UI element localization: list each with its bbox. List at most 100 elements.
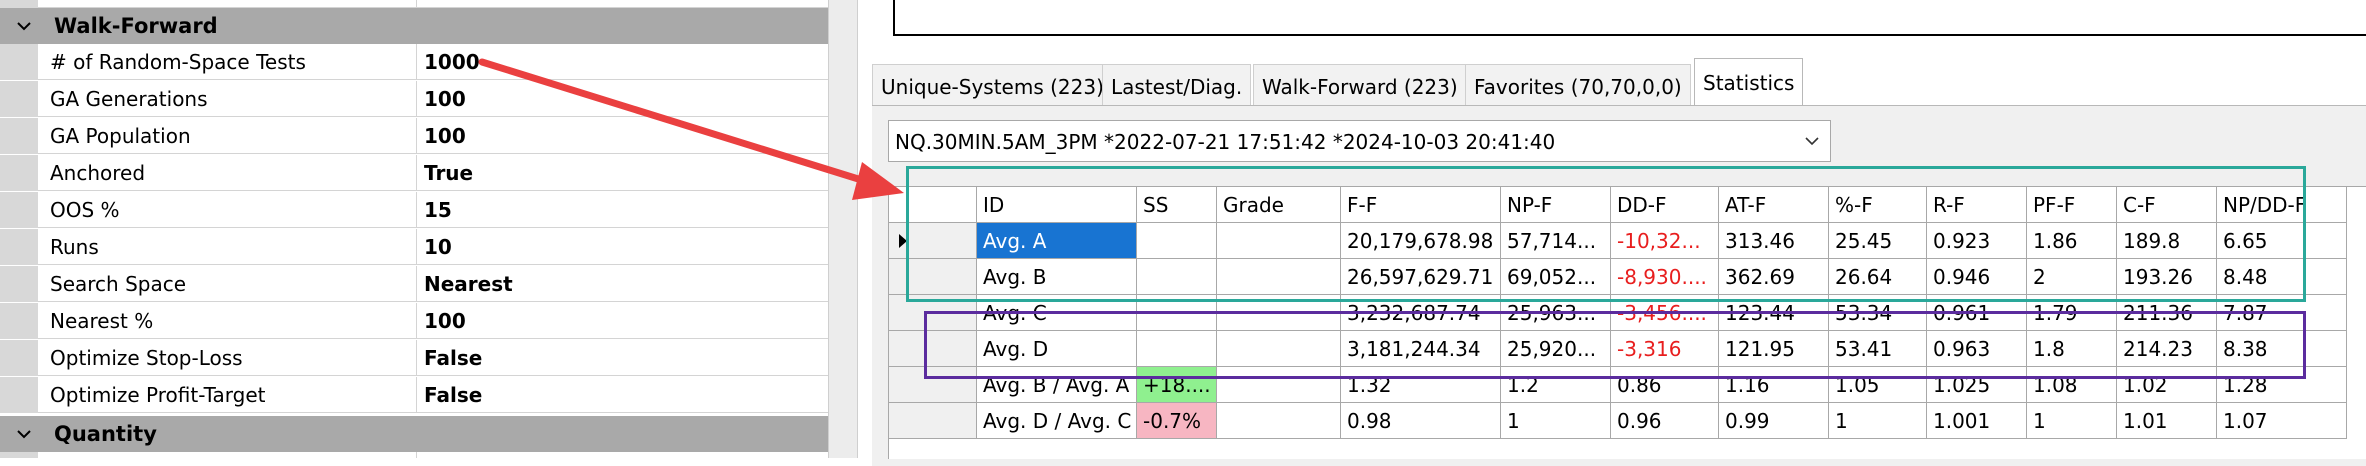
- table-cell[interactable]: Avg. B / Avg. A: [977, 367, 1137, 403]
- splitter[interactable]: [828, 0, 858, 458]
- group-header-walk-forward[interactable]: Walk-Forward: [0, 8, 828, 44]
- tab-lastest-diag[interactable]: Lastest/Diag.: [1102, 64, 1252, 106]
- table-cell[interactable]: 1.28: [2217, 367, 2347, 403]
- table-cell[interactable]: 3,232,687.74: [1341, 295, 1501, 331]
- table-cell[interactable]: 189.8: [2117, 223, 2217, 259]
- column-header[interactable]: R-F: [1927, 187, 2027, 223]
- table-cell[interactable]: 0.963: [1927, 331, 2027, 367]
- property-value[interactable]: 100: [424, 309, 466, 333]
- property-value[interactable]: Nearest: [424, 272, 513, 296]
- column-header[interactable]: F-F: [1341, 187, 1501, 223]
- table-cell[interactable]: [1217, 259, 1341, 295]
- property-value[interactable]: False: [424, 383, 483, 407]
- table-cell[interactable]: [1217, 295, 1341, 331]
- table-cell[interactable]: 69,052...: [1501, 259, 1611, 295]
- column-header[interactable]: C-F: [2117, 187, 2217, 223]
- property-row[interactable]: Anchored True: [0, 155, 828, 191]
- table-cell[interactable]: Avg. C: [977, 295, 1137, 331]
- table-cell[interactable]: 1.2: [1501, 367, 1611, 403]
- column-header[interactable]: ID: [977, 187, 1137, 223]
- table-cell[interactable]: 362.69: [1719, 259, 1829, 295]
- table-cell[interactable]: 25,920...: [1501, 331, 1611, 367]
- column-header[interactable]: DD-F: [1611, 187, 1719, 223]
- property-value[interactable]: True: [424, 161, 474, 185]
- column-header[interactable]: PF-F: [2027, 187, 2117, 223]
- table-cell[interactable]: 1.79: [2027, 295, 2117, 331]
- row-header[interactable]: [889, 223, 977, 259]
- table-cell[interactable]: [1137, 331, 1217, 367]
- table-cell[interactable]: [1137, 295, 1217, 331]
- table-cell[interactable]: [1217, 331, 1341, 367]
- table-cell[interactable]: 123.44: [1719, 295, 1829, 331]
- table-cell[interactable]: 214.23: [2117, 331, 2217, 367]
- table-cell[interactable]: 26,597,629.71: [1341, 259, 1501, 295]
- table-cell[interactable]: -10,32...: [1611, 223, 1719, 259]
- group-header-quantity[interactable]: Quantity: [0, 416, 828, 452]
- table-cell[interactable]: 1.32: [1341, 367, 1501, 403]
- table-cell[interactable]: 0.99: [1719, 403, 1829, 439]
- table-cell[interactable]: -3,316: [1611, 331, 1719, 367]
- table-cell[interactable]: 8.38: [2217, 331, 2347, 367]
- table-cell[interactable]: 0.86: [1611, 367, 1719, 403]
- property-value[interactable]: 1000: [424, 50, 480, 74]
- table-cell[interactable]: Avg. A: [977, 223, 1137, 259]
- table-cell[interactable]: 1.07: [2217, 403, 2347, 439]
- table-cell[interactable]: 2: [2027, 259, 2117, 295]
- series-select[interactable]: NQ.30MIN.5AM_3PM *2022-07-21 17:51:42 *2…: [888, 120, 1831, 162]
- property-value[interactable]: 10: [424, 235, 452, 259]
- property-row[interactable]: Runs 10: [0, 229, 828, 265]
- table-cell[interactable]: [1217, 223, 1341, 259]
- tab-walk-forward[interactable]: Walk-Forward (223): [1253, 64, 1467, 106]
- tab-statistics[interactable]: Statistics: [1694, 58, 1804, 106]
- table-cell[interactable]: 1.8: [2027, 331, 2117, 367]
- chevron-down-icon[interactable]: [1804, 135, 1820, 147]
- property-row[interactable]: Optimize Profit-Target False: [0, 377, 828, 413]
- table-cell[interactable]: Avg. B: [977, 259, 1137, 295]
- column-header[interactable]: NP-F: [1501, 187, 1611, 223]
- table-cell[interactable]: 1.02: [2117, 367, 2217, 403]
- table-cell[interactable]: 25,963...: [1501, 295, 1611, 331]
- table-cell[interactable]: 193.26: [2117, 259, 2217, 295]
- chevron-down-icon[interactable]: [14, 16, 34, 36]
- table-cell[interactable]: 121.95: [1719, 331, 1829, 367]
- property-value[interactable]: 100: [424, 87, 466, 111]
- tab-unique-systems[interactable]: Unique-Systems (223): [872, 64, 1113, 106]
- table-cell[interactable]: 0.961: [1927, 295, 2027, 331]
- column-header[interactable]: Grade: [1217, 187, 1341, 223]
- table-cell[interactable]: -3,456....: [1611, 295, 1719, 331]
- chevron-down-icon[interactable]: [14, 424, 34, 444]
- tab-favorites[interactable]: Favorites (70,70,0,0): [1465, 64, 1691, 106]
- table-cell[interactable]: 3,181,244.34: [1341, 331, 1501, 367]
- table-cell[interactable]: 7.87: [2217, 295, 2347, 331]
- table-cell[interactable]: 313.46: [1719, 223, 1829, 259]
- table-cell[interactable]: 0.98: [1341, 403, 1501, 439]
- property-value[interactable]: 15: [424, 198, 452, 222]
- table-cell[interactable]: +18....: [1137, 367, 1217, 403]
- table-cell[interactable]: 0.923: [1927, 223, 2027, 259]
- row-header[interactable]: [889, 403, 977, 439]
- table-cell[interactable]: 53.41: [1829, 331, 1927, 367]
- table-cell[interactable]: 1.16: [1719, 367, 1829, 403]
- table-cell[interactable]: 1.025: [1927, 367, 2027, 403]
- table-cell[interactable]: 8.48: [2217, 259, 2347, 295]
- property-row[interactable]: Nearest % 100: [0, 303, 828, 339]
- table-cell[interactable]: 6.65: [2217, 223, 2347, 259]
- property-value[interactable]: 100: [424, 124, 466, 148]
- property-value[interactable]: False: [424, 346, 483, 370]
- table-cell[interactable]: 1.86: [2027, 223, 2117, 259]
- column-header[interactable]: %-F: [1829, 187, 1927, 223]
- column-header[interactable]: SS: [1137, 187, 1217, 223]
- table-cell[interactable]: 25.45: [1829, 223, 1927, 259]
- row-header[interactable]: [889, 259, 977, 295]
- table-cell[interactable]: 26.64: [1829, 259, 1927, 295]
- table-cell[interactable]: 1.08: [2027, 367, 2117, 403]
- table-cell[interactable]: 20,179,678.98: [1341, 223, 1501, 259]
- table-cell[interactable]: Avg. D / Avg. C: [977, 403, 1137, 439]
- table-cell[interactable]: -8,930....: [1611, 259, 1719, 295]
- table-cell[interactable]: [1217, 403, 1341, 439]
- table-cell[interactable]: [1137, 223, 1217, 259]
- table-cell[interactable]: [1217, 367, 1341, 403]
- row-header[interactable]: [889, 367, 977, 403]
- table-cell[interactable]: 1.05: [1829, 367, 1927, 403]
- row-header[interactable]: [889, 295, 977, 331]
